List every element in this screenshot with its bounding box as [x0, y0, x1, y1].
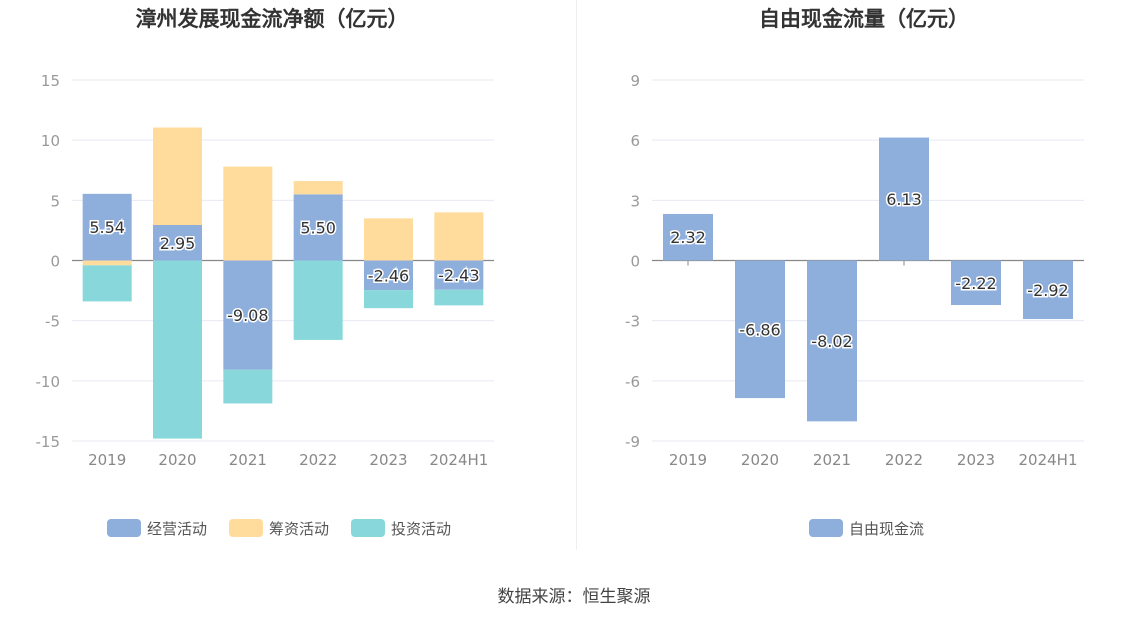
data-label: 5.50 [300, 218, 336, 237]
free-cashflow-chart: 自由现金流量（亿元） 9 6 3 0 -3 -6 -9 2019 2020 2021 2022 2023… [576, 0, 1148, 560]
y-tick-label: -15 [36, 433, 61, 451]
bar-投资活动 [364, 290, 413, 309]
chart-title: 自由现金流量（亿元） [759, 7, 969, 31]
x-tick-label: 2024H1 [1019, 451, 1078, 469]
x-tick-label: 2020 [741, 451, 779, 469]
y-tick-label: 15 [41, 72, 60, 90]
bar-自由现金流 [663, 213, 713, 261]
data-label: 2.95 [160, 234, 196, 253]
data-label: -2.43 [438, 266, 479, 285]
data-label: -6.86 [739, 320, 780, 339]
y-tick-label: 9 [630, 72, 640, 90]
chart-title: 漳州发展现金流净额（亿元） [136, 7, 409, 31]
bar-经营活动 [364, 260, 413, 291]
bar-经营活动 [82, 193, 132, 261]
y-tick-label: -3 [625, 313, 640, 331]
bar-筹资活动 [82, 260, 132, 266]
y-tick-label: 3 [630, 192, 640, 210]
panel-divider [576, 0, 577, 550]
y-tick-label: -9 [625, 433, 640, 451]
bar-筹资活动 [293, 181, 343, 195]
bar-自由现金流 [807, 260, 857, 422]
bar-自由现金流 [735, 260, 785, 399]
x-tick-label: 2024H1 [429, 451, 488, 469]
bar-经营活动 [434, 260, 484, 290]
y-tick-label: 5 [50, 192, 60, 210]
x-tick-label: 2022 [299, 451, 337, 469]
bar-投资活动 [434, 289, 484, 306]
data-label: 6.13 [886, 190, 922, 209]
legend-swatch [107, 519, 141, 537]
y-tick-label: -10 [36, 373, 61, 391]
legend-label: 自由现金流 [849, 520, 924, 538]
y-tick-label: 6 [630, 132, 640, 150]
bar-自由现金流 [951, 260, 1001, 306]
bar-经营活动 [223, 260, 273, 370]
bar-投资活动 [82, 265, 132, 302]
y-tick-label: 0 [630, 253, 640, 271]
x-tick-label: 2023 [369, 451, 407, 469]
x-tick-label: 2019 [669, 451, 707, 469]
y-tick-label: 0 [50, 253, 60, 271]
bar-经营活动 [293, 194, 343, 261]
x-tick-label: 2020 [158, 451, 196, 469]
legend-label: 经营活动 [147, 520, 207, 538]
data-source-note: 数据来源：恒生聚源 [497, 587, 651, 607]
x-tick-label: 2019 [88, 451, 126, 469]
y-tick-label: -6 [625, 373, 640, 391]
data-label: -8.02 [811, 332, 852, 351]
bar-筹资活动 [223, 166, 273, 261]
legend-label: 筹资活动 [269, 520, 329, 538]
data-label: 5.54 [89, 218, 125, 237]
bar-投资活动 [153, 260, 202, 439]
data-label: -2.46 [368, 266, 409, 285]
legend-label: 投资活动 [391, 520, 451, 538]
bar-投资活动 [293, 260, 343, 340]
x-tick-label: 2021 [813, 451, 851, 469]
y-tick-label: -5 [45, 313, 60, 331]
bar-筹资活动 [434, 212, 484, 261]
cashflow-net-chart: 漳州发展现金流净额（亿元） 15 10 5 0 -5 -10 -15 2019 2020 2021 2… [0, 0, 576, 560]
cashflow-net-chart-svg: 漳州发展现金流净额（亿元） 15 10 5 0 -5 -10 -15 2019 2020 2021 2… [36, 7, 494, 538]
bar-经营活动 [153, 225, 202, 261]
x-tick-label: 2023 [957, 451, 995, 469]
bar-筹资活动 [153, 127, 202, 226]
legend-swatch [351, 519, 385, 537]
bar-自由现金流 [1023, 260, 1073, 320]
data-label: -2.92 [1027, 281, 1068, 300]
bar-自由现金流 [879, 137, 929, 261]
bar-投资活动 [223, 369, 273, 404]
free-cashflow-chart-svg: 自由现金流量（亿元） 9 6 3 0 -3 -6 -9 2019 2020 2021 2022 2023… [625, 7, 1084, 538]
y-tick-label: 10 [41, 132, 60, 150]
bar-筹资活动 [364, 218, 413, 261]
data-label: -2.22 [955, 274, 996, 293]
legend-swatch [229, 519, 263, 537]
data-label: 2.32 [670, 228, 706, 247]
x-tick-label: 2021 [229, 451, 267, 469]
x-tick-label: 2022 [885, 451, 923, 469]
legend-swatch [809, 519, 843, 537]
data-label: -9.08 [227, 306, 268, 325]
